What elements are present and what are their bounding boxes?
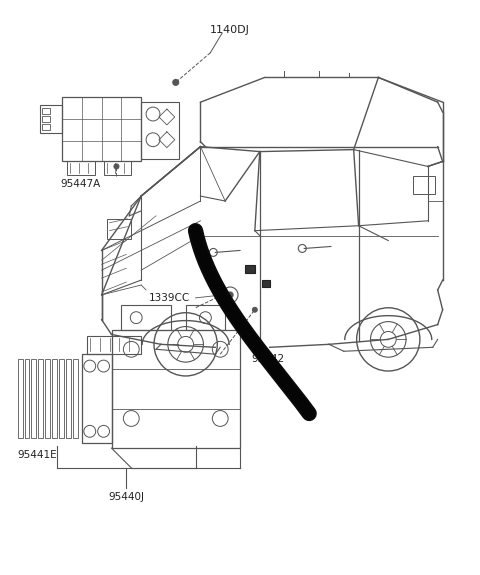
Circle shape bbox=[227, 292, 233, 298]
Bar bbox=[38, 359, 43, 438]
Circle shape bbox=[252, 307, 257, 312]
Text: 1339CC: 1339CC bbox=[149, 293, 190, 303]
Bar bbox=[87, 336, 141, 354]
Bar bbox=[59, 359, 64, 438]
Bar bbox=[42, 108, 50, 114]
Bar bbox=[18, 359, 23, 438]
Bar bbox=[42, 124, 50, 130]
Bar bbox=[32, 359, 36, 438]
Text: 95447A: 95447A bbox=[60, 179, 100, 189]
Bar bbox=[107, 219, 131, 239]
Text: 95440J: 95440J bbox=[108, 492, 144, 501]
Circle shape bbox=[173, 79, 179, 85]
Bar bbox=[413, 177, 435, 194]
Bar bbox=[40, 105, 62, 133]
Bar bbox=[66, 359, 71, 438]
Text: 1140DJ: 1140DJ bbox=[210, 25, 250, 35]
Bar bbox=[262, 280, 270, 287]
Bar bbox=[45, 359, 50, 438]
Circle shape bbox=[114, 164, 119, 169]
Bar bbox=[186, 305, 225, 329]
Bar bbox=[121, 305, 171, 329]
Text: 95442: 95442 bbox=[252, 354, 285, 364]
Bar bbox=[111, 329, 240, 448]
Bar bbox=[52, 359, 57, 438]
Bar bbox=[245, 265, 255, 273]
Bar bbox=[141, 102, 179, 159]
Bar bbox=[42, 116, 50, 122]
Bar bbox=[67, 162, 95, 175]
Bar bbox=[104, 162, 131, 175]
Bar bbox=[24, 359, 29, 438]
Bar bbox=[62, 97, 141, 162]
Text: 95441E: 95441E bbox=[18, 450, 57, 460]
Bar bbox=[82, 354, 111, 443]
Bar bbox=[73, 359, 78, 438]
